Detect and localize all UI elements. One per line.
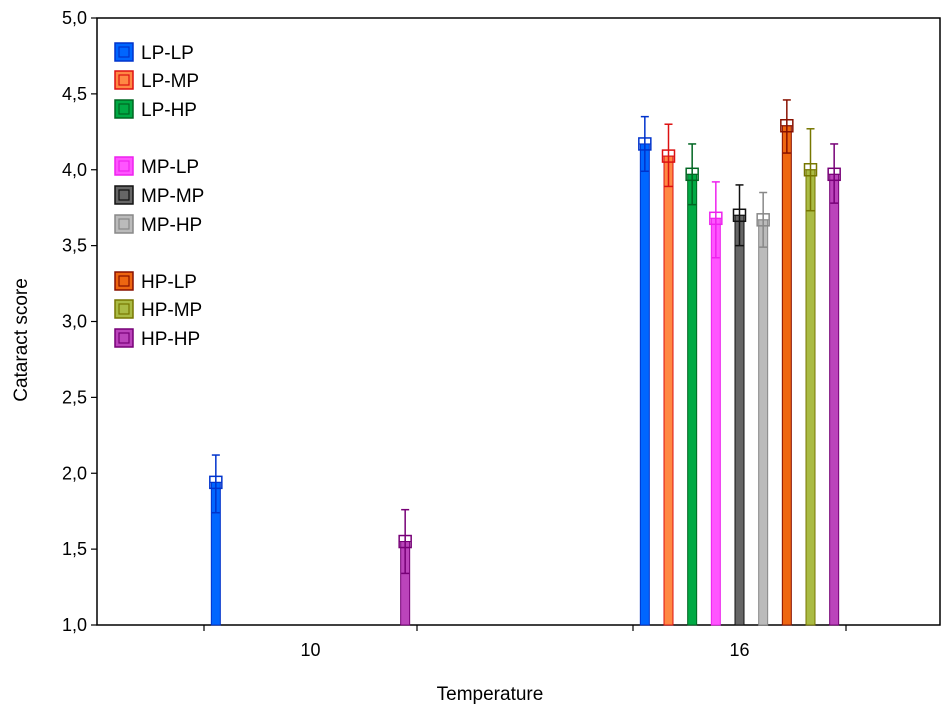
y-tick-label: 5,0 <box>62 8 87 28</box>
y-tick-label: 2,0 <box>62 463 87 483</box>
y-tick-label: 1,5 <box>62 539 87 559</box>
x-tick-label: 16 <box>729 640 749 660</box>
y-tick-label: 1,0 <box>62 615 87 635</box>
legend-marker <box>118 189 130 201</box>
y-tick-label: 2,5 <box>62 387 87 407</box>
bar <box>734 214 745 626</box>
bar <box>829 173 840 626</box>
y-tick-label: 3,0 <box>62 312 87 332</box>
legend-label: LP-LP <box>141 43 194 64</box>
legend-label: MP-LP <box>141 157 199 178</box>
bar <box>663 155 674 626</box>
x-tick-label: 10 <box>300 640 320 660</box>
legend-marker <box>118 218 130 230</box>
legend-swatch <box>114 214 134 234</box>
legend-marker <box>118 332 130 344</box>
legend-marker <box>118 103 130 115</box>
legend-label: HP-MP <box>141 300 202 321</box>
y-tick-label: 3,5 <box>62 236 87 256</box>
y-tick-label: 4,5 <box>62 84 87 104</box>
legend-marker <box>118 74 130 86</box>
y-axis-label: Cataract score <box>11 278 32 402</box>
legend-label: MP-MP <box>141 186 204 207</box>
bar <box>710 217 721 626</box>
x-axis-label: Temperature <box>437 684 544 705</box>
legend-swatch <box>114 156 134 176</box>
bar <box>687 173 698 626</box>
legend-swatch <box>114 299 134 319</box>
bar <box>805 169 816 626</box>
axes: 1,0 1,5 2,0 2,5 3,0 3,5 4,0 4,5 5,0 10 16 <box>62 8 941 660</box>
bar <box>781 125 792 626</box>
legend: LP-LP LP-MP LP-HP MP-LP MP-MP MP-HP HP-LP HP-MP… <box>114 42 204 350</box>
legend-swatch <box>114 185 134 205</box>
legend-label: MP-HP <box>141 215 202 236</box>
bar <box>639 143 650 626</box>
legend-swatch <box>114 99 134 119</box>
y-tick-label: 4,0 <box>62 160 87 180</box>
legend-label: HP-HP <box>141 329 200 350</box>
legend-marker <box>118 303 130 315</box>
legend-swatch <box>114 42 134 62</box>
legend-marker <box>118 275 130 287</box>
bars <box>209 99 841 626</box>
bar <box>758 219 769 626</box>
legend-label: LP-HP <box>141 100 197 121</box>
legend-swatch <box>114 271 134 291</box>
legend-label: HP-LP <box>141 272 197 293</box>
legend-swatch <box>114 70 134 90</box>
legend-marker <box>118 160 130 172</box>
legend-swatch <box>114 328 134 348</box>
legend-label: LP-MP <box>141 71 199 92</box>
legend-marker <box>118 46 130 58</box>
